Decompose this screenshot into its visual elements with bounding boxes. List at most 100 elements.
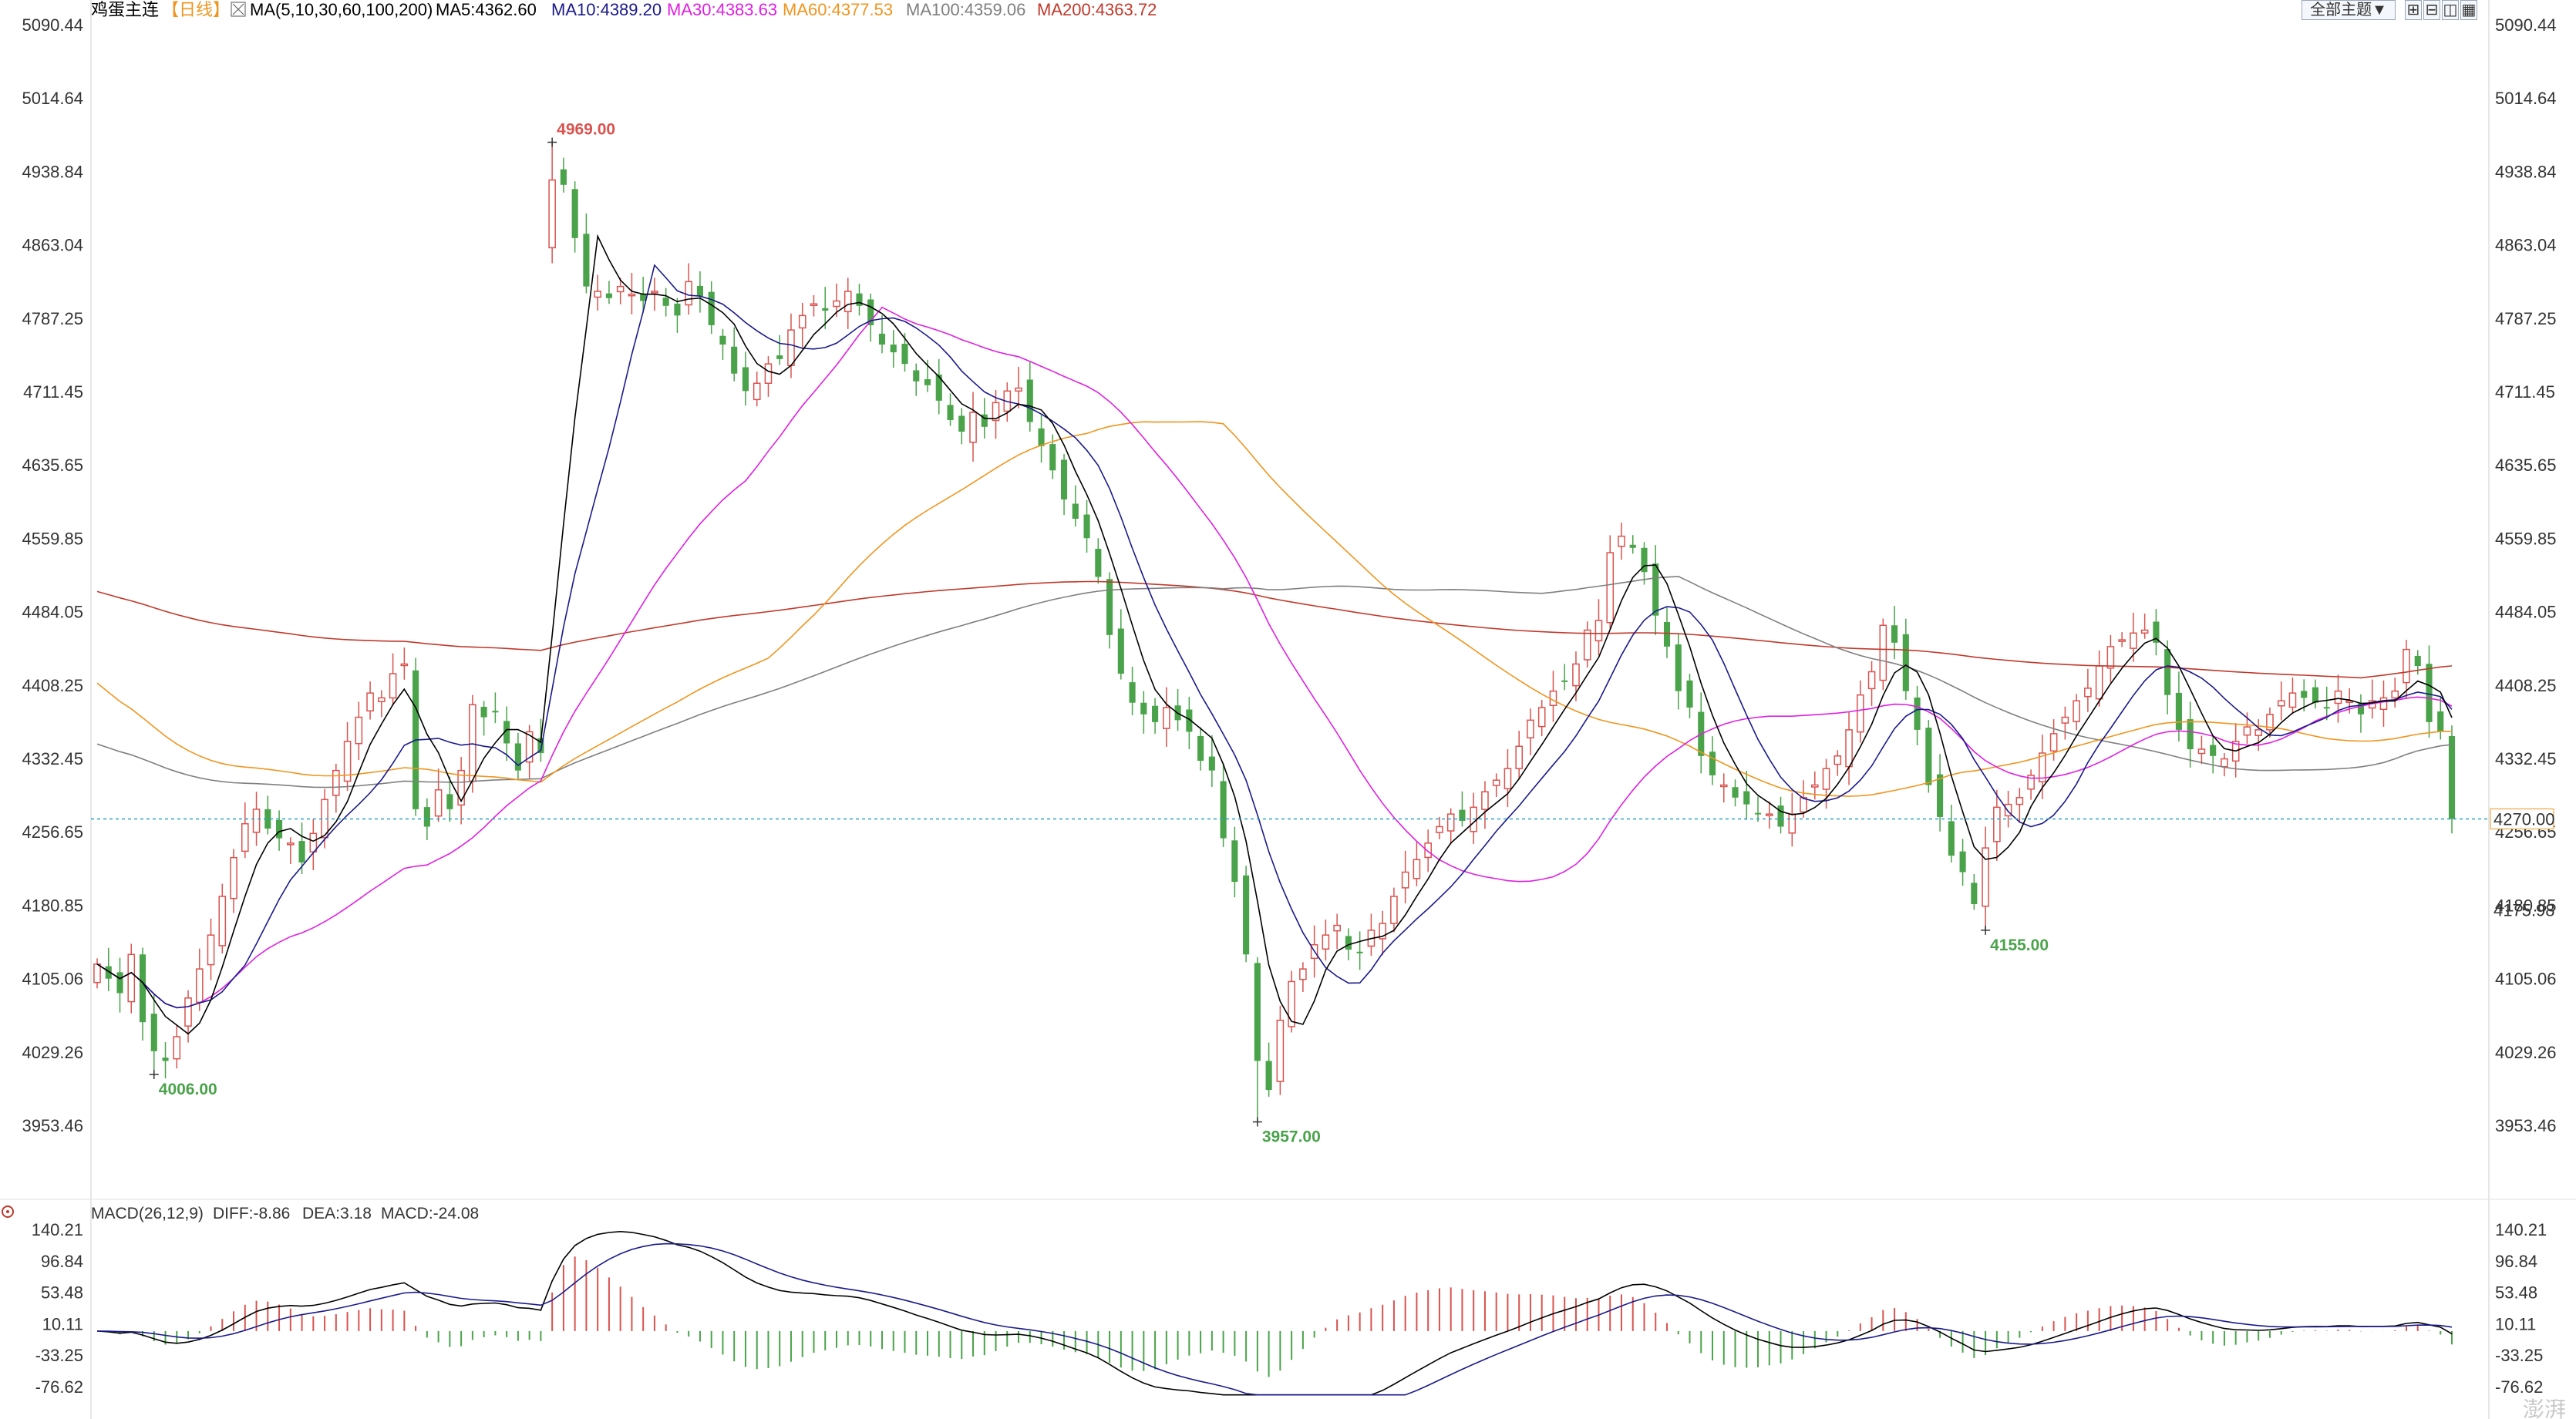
candle (844, 277, 852, 329)
grid-4-icon[interactable]: ▦ (2460, 0, 2477, 20)
macd-tick-left: 53.48 (41, 1283, 83, 1303)
macd-value-0: MACD(26,12,9) (91, 1205, 204, 1222)
macd-tick-left: 140.21 (32, 1220, 83, 1239)
extreme-label-low: 3957.00 (1262, 1128, 1321, 1146)
candle (150, 994, 157, 1075)
candle (1641, 542, 1648, 585)
ma30-line (96, 306, 2453, 1009)
candle (525, 725, 534, 778)
ma100-line (96, 576, 2453, 789)
candle (1061, 453, 1068, 516)
candle (1208, 735, 1215, 787)
candle (287, 837, 295, 864)
ma-params-label: MA(5,10,30,60,100,200) (250, 0, 433, 19)
ma-value-3: MA60:4377.53 (783, 0, 893, 19)
candle (1231, 826, 1238, 898)
price-tick-right: 4711.45 (2495, 382, 2555, 402)
candle (1606, 535, 1615, 630)
candle (2379, 680, 2388, 727)
price-tick-left: 4105.06 (22, 970, 83, 989)
candle (139, 947, 146, 1041)
candlestick-series (93, 142, 2456, 1122)
ma10-line (96, 264, 2453, 1009)
candle (1537, 699, 1546, 737)
candle (241, 802, 249, 859)
macd-settings-icon (2, 1205, 14, 1218)
price-tick-right: 4635.65 (2495, 456, 2557, 475)
extreme-label-low: 4155.00 (1990, 936, 2049, 954)
candle (2004, 791, 2012, 828)
candle (184, 990, 192, 1043)
candle (2254, 719, 2262, 752)
candle (1867, 661, 1876, 706)
macd-tick-left: -76.62 (35, 1377, 83, 1397)
candle (1857, 680, 1864, 743)
candle (309, 819, 318, 871)
candle (1618, 523, 1625, 560)
candle (719, 328, 726, 361)
candle (2448, 725, 2456, 834)
candle (1243, 866, 1250, 963)
candle (901, 333, 908, 372)
candle (1379, 910, 1386, 956)
candle (1083, 499, 1090, 553)
candle (2197, 735, 2206, 765)
candle (332, 763, 340, 813)
macd-tick-left: -33.25 (35, 1346, 83, 1365)
chart-header: 鸡蛋主连 【日线】 MA(5,10,30,60,100,200) MA5:436… (91, 0, 1157, 19)
candle (1436, 816, 1443, 839)
candle (2015, 788, 2024, 823)
macd-tick-left: 10.11 (42, 1314, 83, 1333)
candle (1117, 609, 1124, 680)
price-tick-right: 5090.44 (2495, 15, 2557, 35)
candle (2301, 679, 2308, 712)
candle (571, 181, 578, 253)
candle (252, 792, 261, 846)
candle (1129, 667, 1136, 716)
price-tick-left: 4180.85 (22, 896, 83, 915)
candle (1879, 618, 1887, 691)
candle (343, 721, 352, 792)
price-tick-left: 4029.26 (22, 1043, 83, 1062)
watermark: 澎湃 (2523, 1397, 2566, 1419)
candle (1914, 685, 1921, 745)
candle (412, 657, 419, 816)
price-tick-left: 3953.46 (22, 1116, 83, 1135)
price-tick-right: 4029.26 (2495, 1043, 2557, 1062)
candle (2164, 640, 2171, 715)
price-tick-left: 4408.25 (22, 676, 83, 695)
grid-3-icon[interactable]: ◫ (2442, 0, 2459, 20)
candle (1515, 731, 1524, 779)
candle (1834, 750, 1842, 776)
candle (264, 795, 271, 835)
candle (1038, 415, 1045, 463)
grid-1-icon[interactable]: ⊞ (2405, 0, 2422, 20)
grid-2-icon[interactable]: ⊟ (2423, 0, 2440, 20)
candle (1106, 572, 1113, 649)
ma-settings-icon[interactable] (231, 2, 246, 17)
candle (207, 918, 215, 980)
candle (1492, 773, 1500, 798)
candle (1276, 1005, 1285, 1095)
price-tick-right: 4332.45 (2495, 749, 2557, 768)
candle (116, 957, 123, 1013)
candle (1754, 796, 1762, 822)
candle (685, 263, 692, 315)
theme-select-button[interactable]: 全部主题▼ (2302, 0, 2396, 20)
candle (2130, 612, 2137, 662)
ma60-line (96, 421, 2453, 797)
candle (218, 883, 227, 954)
candle (1186, 697, 1193, 750)
macd-tick-right: 53.48 (2495, 1283, 2537, 1303)
candle (2073, 694, 2080, 731)
candle (2437, 697, 2444, 740)
candle (878, 315, 886, 354)
candle (833, 283, 840, 318)
candle (1993, 789, 2001, 861)
price-tick-left: 5014.64 (22, 89, 83, 108)
candle (1446, 808, 1455, 845)
candle (1401, 850, 1409, 903)
candle (776, 335, 783, 365)
candle (1765, 801, 1773, 829)
